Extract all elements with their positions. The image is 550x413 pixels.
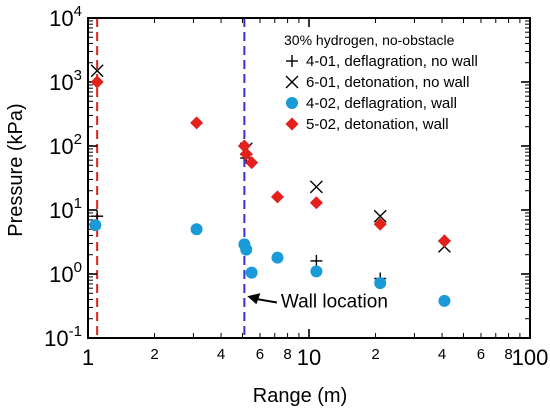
x-minor-tick-label: 4	[438, 346, 446, 363]
annotations: Wall location	[247, 291, 388, 312]
series-3-point-7	[373, 217, 387, 231]
series-2-point-5	[271, 251, 284, 264]
series-2-point-6	[310, 265, 323, 278]
series-2-point-7	[374, 277, 387, 290]
x-minor-tick-label: 8	[283, 346, 291, 363]
series-2-point-0	[89, 219, 102, 232]
y-tick-label: 103	[49, 67, 82, 95]
x-minor-tick-label: 6	[256, 346, 264, 363]
legend-marker-1	[285, 75, 299, 89]
series-1-point-3	[373, 209, 387, 223]
legend: 30% hydrogen, no-obstacle 4-01, deflagrat…	[284, 32, 478, 133]
series-3-point-1	[190, 116, 204, 130]
x-stroke-b	[285, 75, 299, 89]
series-0-point-2	[310, 254, 323, 267]
x-minor-tick-label: 6	[477, 346, 485, 363]
reference-lines	[96, 18, 246, 338]
legend-marker-3	[285, 117, 299, 131]
series-2-point-1	[190, 223, 203, 236]
legend-marker-2	[286, 97, 298, 109]
series-2-point-3	[240, 243, 253, 256]
series-1-point-2	[309, 180, 323, 194]
x-major-tick-label: 100	[512, 345, 549, 370]
x-stroke-b	[90, 64, 104, 78]
y-tick-label: 100	[49, 259, 82, 287]
series-2-point-4	[245, 266, 258, 279]
x-minor-tick-label: 4	[217, 346, 225, 363]
legend-title: 30% hydrogen, no-obstacle	[284, 32, 455, 48]
y-tick-label: 104	[49, 3, 82, 31]
x-stroke-b	[373, 209, 387, 223]
series-3-point-3	[239, 147, 253, 161]
x-stroke-b	[309, 180, 323, 194]
annotation-arrow-head	[247, 293, 261, 305]
x-minor-tick-label: 8	[504, 346, 512, 363]
y-tick-label: 10-1	[44, 323, 82, 351]
x-axis-label: Range (m)	[253, 385, 347, 407]
data-marks	[89, 64, 451, 307]
series-3-point-4	[245, 156, 259, 170]
x-minor-tick-label: 2	[371, 346, 379, 363]
annotation-arrow-line	[257, 298, 278, 304]
y-axis-label: Pressure (kPa)	[5, 103, 27, 236]
series-1-point-0	[90, 64, 104, 78]
legend-entry: 4-02, deflagration, wall	[306, 95, 457, 112]
y-tick-label: 101	[49, 195, 82, 223]
series-3-point-0	[90, 75, 104, 89]
legend-marker-0	[286, 55, 298, 67]
x-minor-tick-label: 2	[150, 346, 158, 363]
series-3-point-5	[270, 190, 284, 204]
axes: 10-1 100 101 102 103 104 1 10 100 2 4 6 8 2 4 6 8	[44, 3, 548, 370]
legend-entry: 5-02, detonation, wall	[306, 116, 449, 133]
legend-entry: 6-01, detonation, no wall	[306, 74, 469, 91]
series-3-point-8	[437, 234, 451, 248]
legend-entry: 4-01, deflagration, no wall	[306, 53, 478, 70]
y-tick-label: 102	[49, 131, 82, 159]
x-major-tick-label: 10	[297, 345, 321, 370]
series-3-point-6	[309, 196, 323, 210]
x-major-tick-label: 1	[82, 345, 94, 370]
annotation-text: Wall location	[281, 291, 388, 312]
series-2-point-8	[438, 294, 451, 307]
